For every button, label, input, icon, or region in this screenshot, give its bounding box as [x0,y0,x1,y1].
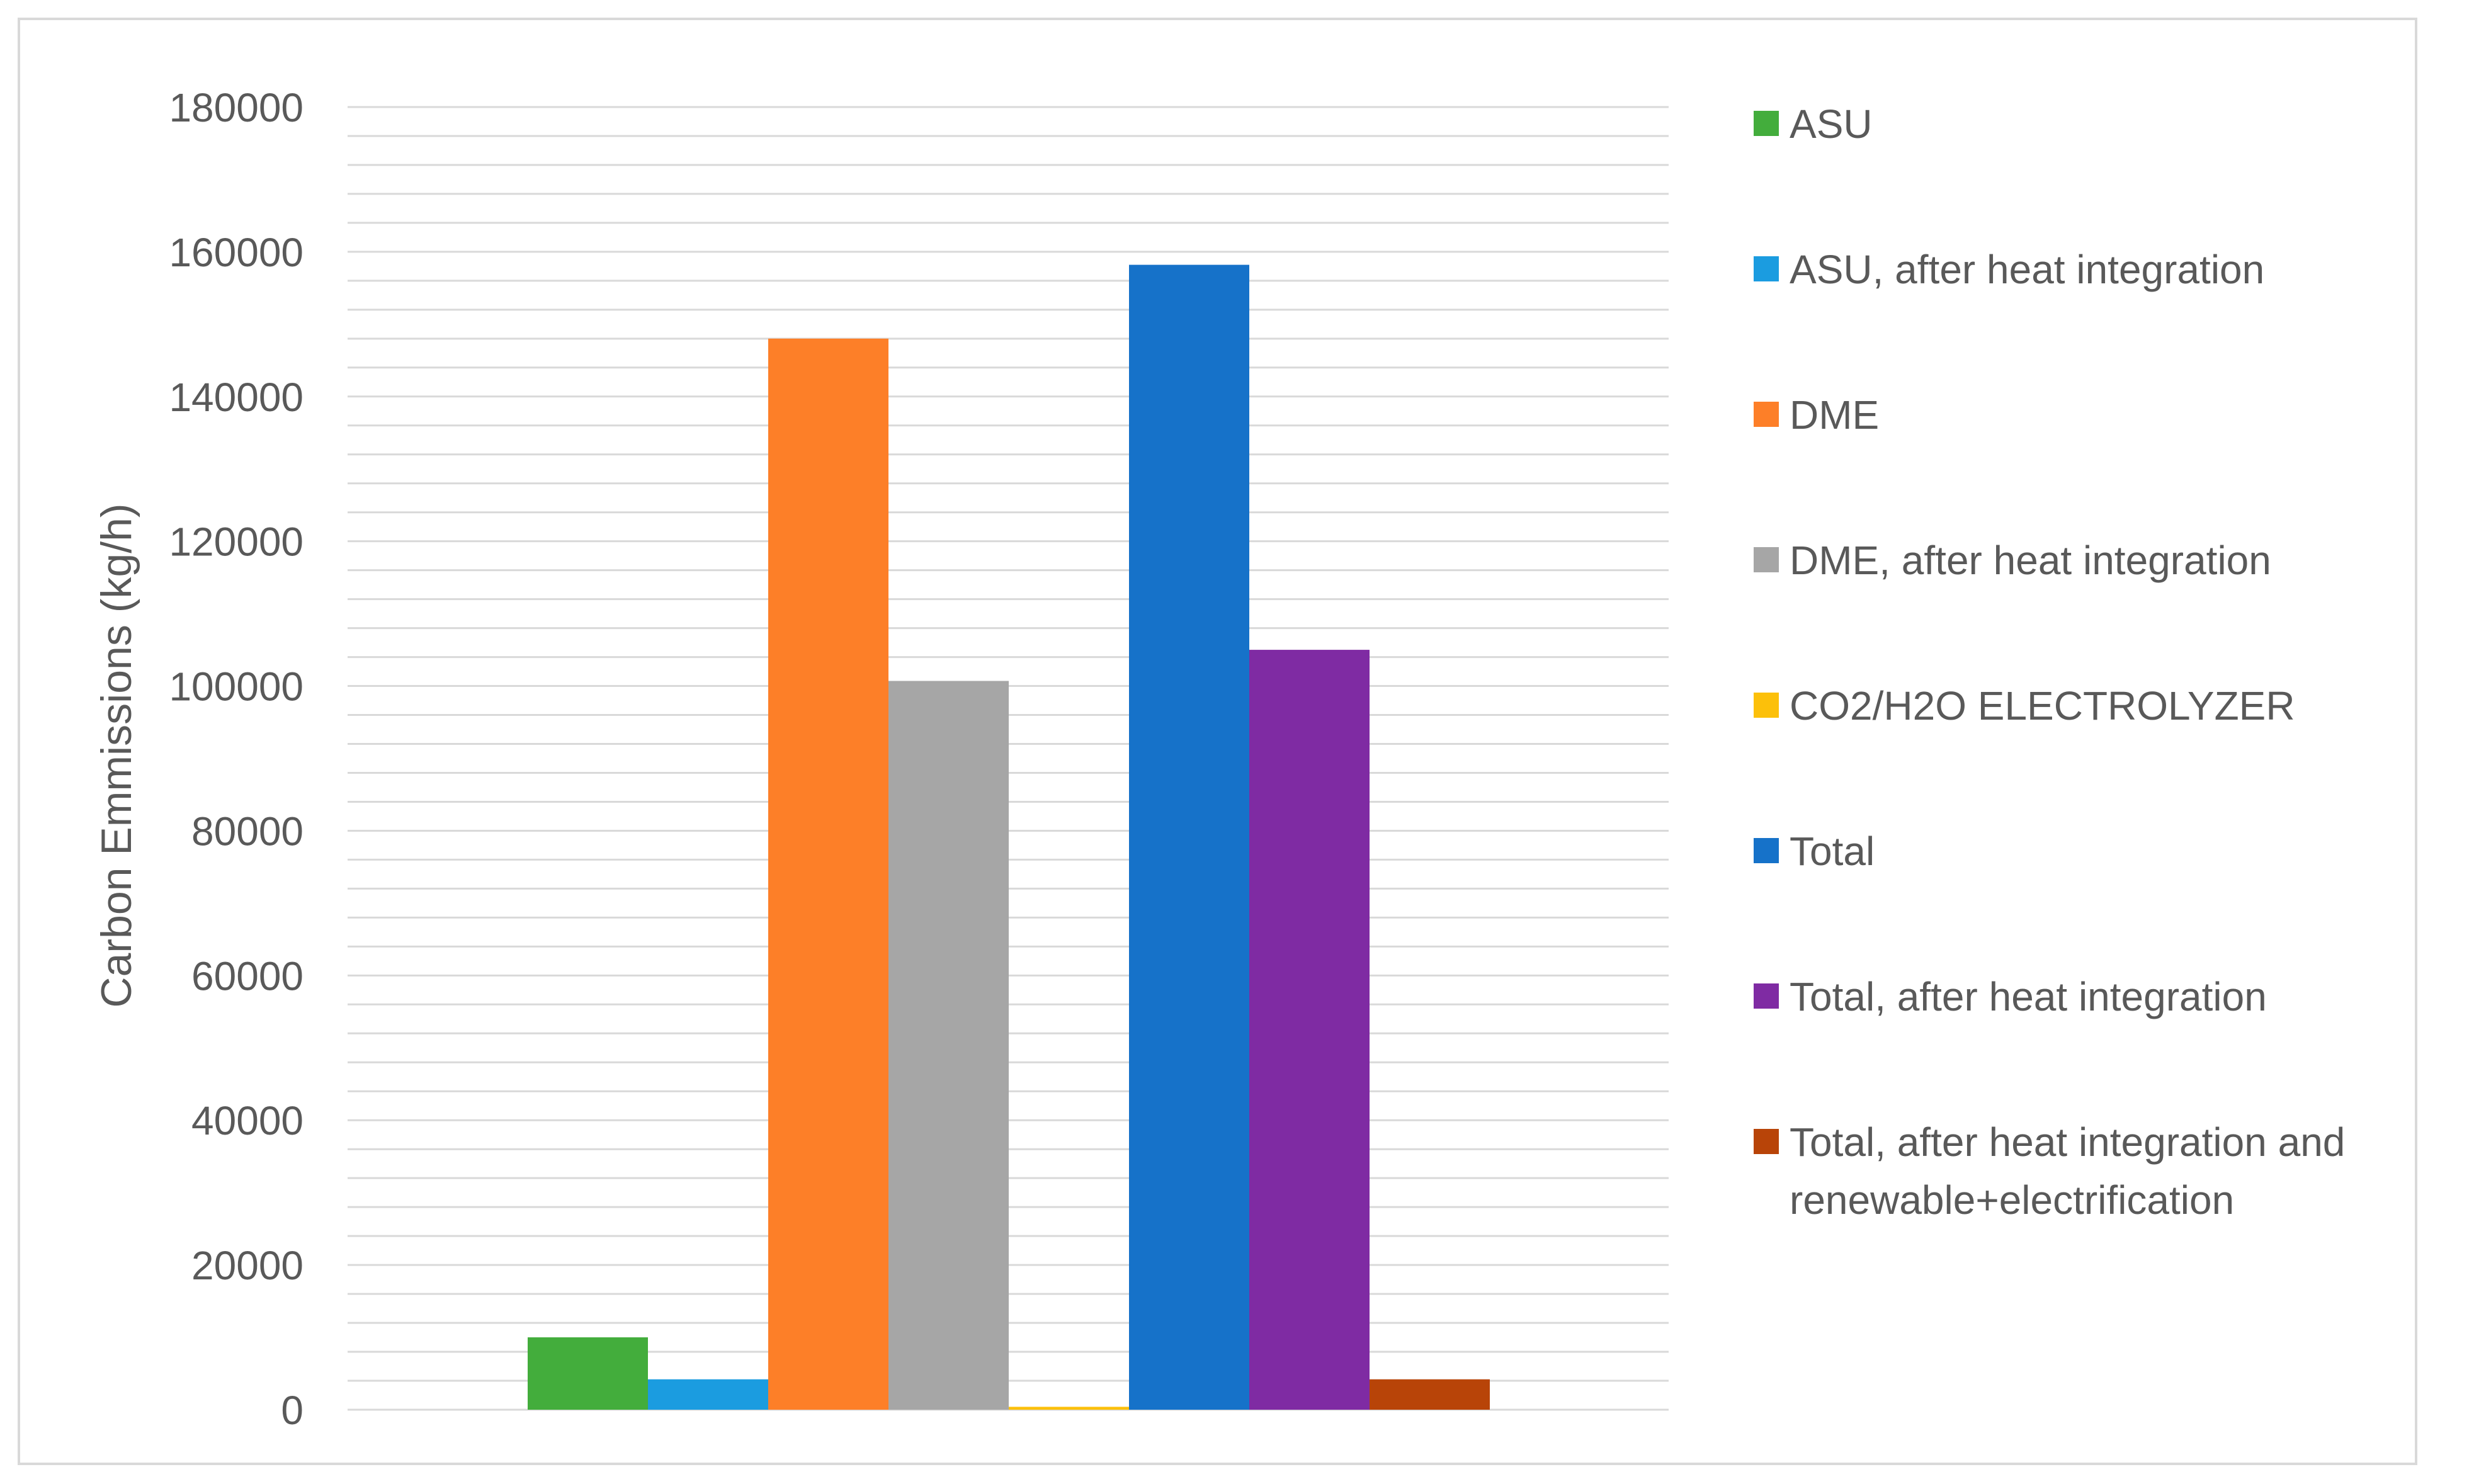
legend-swatch [1754,111,1779,136]
y-tick-label: 60000 [191,953,304,999]
y-tick-label: 180000 [169,85,304,130]
bar [1370,1379,1490,1410]
legend-label: Total [1790,829,1875,874]
y-tick-label: 100000 [169,664,304,710]
legend-swatch [1754,256,1779,281]
y-tick-label: 160000 [169,230,304,275]
legend-label: Total, after heat integration and renewab… [1790,1119,2345,1223]
bar [1129,264,1249,1410]
y-axis-ticks: 0 20000 40000 60000 80000 100000 120000 140000 1… [169,85,304,1433]
legend-label: Total, after heat integration [1790,974,2267,1019]
y-tick-label: 80000 [191,808,304,854]
legend-swatch [1754,547,1779,572]
bar [648,1379,768,1410]
legend-swatch [1754,1129,1779,1154]
y-tick-label: 140000 [169,375,304,420]
y-tick-label: 120000 [169,519,304,565]
legend-swatch [1754,983,1779,1009]
bar [528,1337,648,1410]
legend-swatch [1754,838,1779,863]
y-tick-label: 0 [281,1388,304,1433]
legend: ASU ASU, after heat integration DME DME, af… [1754,101,2345,1223]
legend-label: DME [1790,392,1879,438]
legend-swatch [1754,693,1779,718]
legend-label: DME, after heat integration [1790,538,2271,583]
legend-label: CO2/H2O ELECTROLYZER [1790,683,2295,728]
y-tick-label: 40000 [191,1098,304,1143]
bar [1249,650,1370,1410]
legend-swatch [1754,402,1779,427]
bar [768,338,888,1410]
bar [1009,1407,1129,1410]
y-tick-label: 20000 [191,1243,304,1288]
y-axis-label: Carbon Emmissions (kg/h) [93,503,140,1007]
bar [888,681,1009,1410]
legend-label: ASU [1790,101,1873,147]
legend-label: ASU, after heat integration [1790,247,2264,292]
bars [528,264,1490,1410]
